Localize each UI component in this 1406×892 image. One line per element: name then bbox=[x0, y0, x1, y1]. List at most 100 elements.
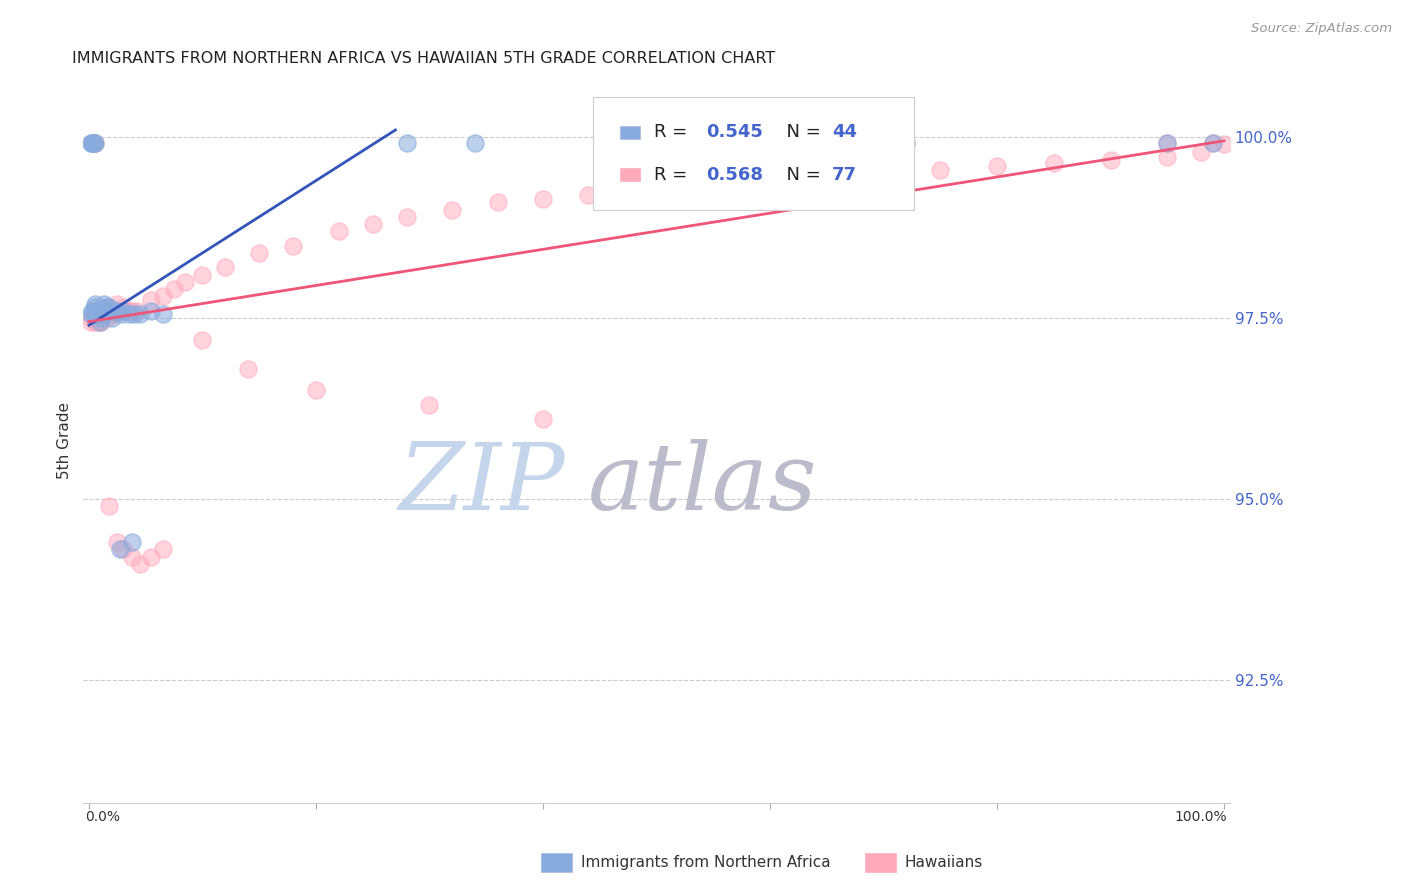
Text: ZIP: ZIP bbox=[398, 440, 565, 529]
Point bbox=[531, 192, 554, 206]
Point bbox=[121, 303, 143, 318]
Point bbox=[152, 307, 174, 321]
Point bbox=[1042, 155, 1064, 169]
Point bbox=[105, 296, 128, 310]
Point bbox=[82, 311, 104, 326]
Text: 44: 44 bbox=[832, 123, 856, 141]
FancyBboxPatch shape bbox=[620, 126, 641, 138]
Point bbox=[86, 303, 108, 318]
Point bbox=[305, 384, 328, 398]
Point bbox=[214, 260, 236, 275]
Point bbox=[87, 311, 110, 326]
Text: 0.0%: 0.0% bbox=[86, 810, 121, 824]
Point bbox=[80, 315, 103, 329]
Point bbox=[98, 307, 121, 321]
FancyBboxPatch shape bbox=[593, 97, 914, 210]
Point bbox=[103, 303, 125, 318]
Point bbox=[247, 246, 270, 260]
Point bbox=[141, 293, 163, 307]
Point bbox=[93, 296, 115, 310]
Point bbox=[986, 159, 1008, 173]
Point bbox=[110, 303, 132, 318]
Point bbox=[896, 136, 918, 150]
Point bbox=[759, 173, 782, 187]
Point bbox=[872, 166, 894, 180]
Text: N =: N = bbox=[775, 166, 827, 184]
Point bbox=[1156, 136, 1178, 150]
Point bbox=[89, 315, 111, 329]
Text: R =: R = bbox=[654, 123, 693, 141]
Point bbox=[84, 311, 107, 326]
Point bbox=[124, 307, 146, 321]
Point bbox=[108, 542, 131, 557]
Text: IMMIGRANTS FROM NORTHERN AFRICA VS HAWAIIAN 5TH GRADE CORRELATION CHART: IMMIGRANTS FROM NORTHERN AFRICA VS HAWAI… bbox=[72, 51, 775, 66]
Text: Hawaiians: Hawaiians bbox=[904, 855, 983, 870]
Point bbox=[80, 136, 103, 150]
Point bbox=[111, 303, 134, 318]
Point bbox=[815, 169, 838, 184]
Point bbox=[118, 307, 141, 321]
Point bbox=[83, 136, 105, 150]
Point bbox=[83, 307, 105, 321]
Point bbox=[83, 136, 105, 150]
Point bbox=[89, 307, 111, 321]
Point bbox=[896, 136, 918, 150]
Text: N =: N = bbox=[775, 123, 827, 141]
Point bbox=[87, 303, 110, 318]
Point bbox=[1202, 136, 1225, 150]
Text: R =: R = bbox=[654, 166, 693, 184]
Point bbox=[82, 303, 104, 318]
Text: 100.0%: 100.0% bbox=[1175, 810, 1227, 824]
Text: Immigrants from Northern Africa: Immigrants from Northern Africa bbox=[581, 855, 831, 870]
Point bbox=[576, 188, 599, 202]
Point bbox=[1156, 136, 1178, 150]
Point bbox=[283, 238, 305, 252]
Point bbox=[83, 315, 105, 329]
Point bbox=[1213, 137, 1236, 152]
Point bbox=[91, 307, 114, 321]
Point bbox=[163, 282, 186, 296]
Point bbox=[486, 195, 509, 210]
Point bbox=[236, 361, 259, 376]
Point bbox=[118, 303, 141, 318]
Point bbox=[531, 412, 554, 426]
Point bbox=[82, 136, 104, 150]
Text: 0.545: 0.545 bbox=[706, 123, 762, 141]
Point bbox=[464, 136, 486, 150]
Point bbox=[110, 307, 132, 321]
Point bbox=[86, 307, 108, 321]
Point bbox=[97, 303, 120, 318]
Point bbox=[105, 303, 128, 318]
Point bbox=[1156, 151, 1178, 165]
Point bbox=[98, 300, 121, 314]
Point bbox=[759, 136, 782, 150]
Point bbox=[94, 300, 117, 314]
Y-axis label: 5th Grade: 5th Grade bbox=[58, 402, 72, 480]
Point bbox=[1099, 153, 1122, 168]
Point bbox=[84, 303, 107, 318]
Point bbox=[94, 307, 117, 321]
Point bbox=[86, 315, 108, 329]
Point bbox=[849, 136, 872, 150]
Point bbox=[90, 315, 112, 329]
Point bbox=[191, 333, 214, 347]
Point bbox=[418, 398, 440, 412]
Point bbox=[91, 307, 114, 321]
Point bbox=[121, 535, 143, 549]
Point bbox=[82, 136, 104, 150]
Point bbox=[1202, 136, 1225, 150]
Point bbox=[152, 289, 174, 303]
Point bbox=[100, 303, 122, 318]
Point bbox=[328, 224, 350, 238]
Point bbox=[80, 307, 103, 321]
Point bbox=[83, 136, 105, 150]
Point bbox=[89, 303, 111, 318]
Point bbox=[395, 210, 418, 224]
Point bbox=[103, 307, 125, 321]
Point bbox=[89, 311, 111, 326]
Point bbox=[83, 136, 105, 150]
Point bbox=[100, 311, 122, 326]
Point bbox=[645, 136, 668, 150]
Point bbox=[152, 542, 174, 557]
Point bbox=[111, 300, 134, 314]
